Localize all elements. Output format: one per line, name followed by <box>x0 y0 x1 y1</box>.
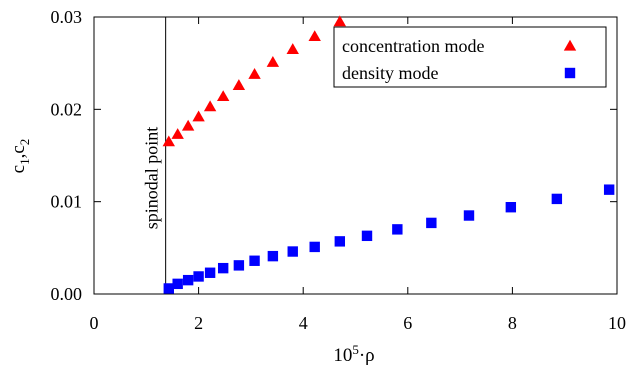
concentration-mode-point <box>308 30 321 42</box>
x-tick-label: 0 <box>90 313 99 333</box>
concentration-mode-point <box>232 79 246 90</box>
density-mode-point <box>163 283 174 294</box>
legend-label: concentration mode <box>342 36 484 56</box>
concentration-mode-point <box>333 15 347 27</box>
legend-marker <box>563 39 577 51</box>
density-mode-point <box>334 236 346 247</box>
y-axis-label: c1,c2 <box>8 139 32 174</box>
x-tick-label: 2 <box>194 313 203 333</box>
density-mode-point <box>233 260 245 271</box>
x-axis-label-tail: ·ρ <box>359 345 375 366</box>
density-mode-point <box>217 262 229 274</box>
density-mode-point <box>249 255 260 266</box>
concentration-mode-point <box>203 100 217 112</box>
concentration-mode-point <box>286 43 299 54</box>
legend-label: density mode <box>342 63 439 83</box>
density-mode-point <box>426 217 437 229</box>
density-mode-point <box>172 278 183 290</box>
y-axis-label-c2: c <box>8 145 29 153</box>
legend-marker <box>564 67 576 79</box>
density-mode-point <box>603 184 615 195</box>
x-tick-label: 4 <box>299 313 308 333</box>
concentration-mode-point <box>192 110 205 122</box>
density-mode-point <box>505 202 517 213</box>
x-tick-label: 8 <box>508 313 517 333</box>
y-tick-label: 0.00 <box>51 284 83 304</box>
density-mode-point <box>267 250 279 262</box>
y-axis-label-sub2: 2 <box>17 139 32 146</box>
density-mode-point <box>361 230 373 242</box>
density-mode-point <box>551 193 563 205</box>
concentration-mode-point <box>248 68 261 79</box>
y-axis-label-comma: , <box>8 154 29 159</box>
x-tick-label: 6 <box>403 313 412 333</box>
x-axis-label-base: 10 <box>333 345 352 366</box>
y-axis-label-sub1: 1 <box>17 158 32 165</box>
x-axis-label: 105·ρ <box>333 342 374 366</box>
density-mode-point <box>182 274 194 286</box>
density-mode-point <box>204 267 216 278</box>
x-axis-label-sup: 5 <box>352 342 359 357</box>
spinodal-point-label: spinodal point <box>142 127 162 230</box>
legend-box <box>333 26 607 88</box>
density-mode-point <box>463 210 475 221</box>
marks-layer <box>162 15 615 294</box>
concentration-mode-point <box>266 56 280 67</box>
concentration-mode-point <box>162 135 175 147</box>
density-mode-point <box>193 271 204 282</box>
concentration-mode-point <box>216 90 230 102</box>
legend: concentration mode density mode <box>333 26 607 88</box>
density-mode-point <box>309 241 320 253</box>
y-tick-label: 0.03 <box>51 7 83 27</box>
concentration-mode-point <box>171 128 184 139</box>
concentration-mode-point <box>181 119 195 131</box>
x-tick-label: 10 <box>608 313 626 333</box>
density-mode-point <box>392 224 403 235</box>
y-axis-label-c1: c <box>8 165 29 173</box>
plot-frame <box>93 16 618 295</box>
density-mode-point <box>287 246 298 257</box>
y-tick-label: 0.01 <box>51 192 83 212</box>
y-tick-label: 0.02 <box>51 99 83 119</box>
axes-layer: 0 2 4 6 8 10 0.00 0.01 0.02 0.03 spinodal point <box>51 7 627 333</box>
